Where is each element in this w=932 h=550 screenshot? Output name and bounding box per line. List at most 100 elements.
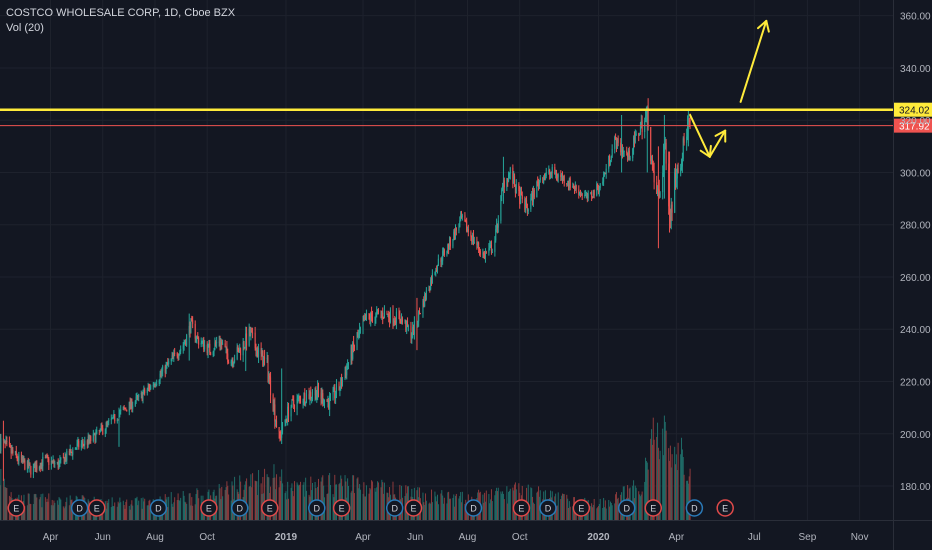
candle-body [669,206,671,217]
candle-body [657,188,659,190]
candle-body [267,357,269,379]
candle-body [419,311,421,314]
volume-bar [36,497,38,520]
volume-bar [64,506,66,520]
volume-bar [234,476,236,520]
candle-body [533,189,535,198]
candle-body [339,389,341,391]
candle-body [405,320,407,331]
candle-body [258,348,260,357]
candle-body [430,279,432,290]
volume-bar [150,506,152,520]
volume-bar [448,498,450,520]
volume-indicator-label[interactable]: Vol (20) [6,22,44,34]
arrow-annotations[interactable] [689,19,770,158]
candle-body [609,155,611,163]
volume-bar [364,496,366,520]
dividend-marker [685,499,704,517]
last-price-tag [894,118,932,133]
candle-body [310,392,312,398]
price-axis[interactable]: 180.00 200.00 220.00 240.00 260.00 280.00 300.… [893,0,932,550]
time-axis[interactable]: Apr Jun Aug Oct 2019 Apr Jun Aug Oct 2020 Apr Jul Se… [0,520,932,544]
volume-bar [532,496,534,520]
candle-body [621,148,623,153]
volume-bar [489,503,491,520]
candle-body [550,172,552,174]
volume-bar [674,446,676,520]
volume-bar [377,481,379,520]
volume-bar [435,496,437,520]
dividend-marker [70,499,89,517]
volume-bar [191,497,193,520]
candle-body [458,227,460,231]
candle-body [201,341,203,343]
arrow-head [765,19,770,33]
earnings-marker [7,499,26,517]
candle-body [15,451,17,456]
volume-bar [453,494,455,520]
candle-body [359,327,361,330]
volume-bar [442,495,444,520]
candle-body [131,399,133,409]
candle-body [617,138,619,143]
candle-body [659,192,661,198]
candle-body [340,378,342,390]
candle-body [2,438,4,441]
candle-body [353,342,355,347]
dividend-marker [308,499,326,517]
candle-body [393,320,395,323]
candle-body [190,318,192,333]
candle-body [622,151,624,154]
candle-body [466,229,468,232]
arrow-head [714,129,727,137]
candle-body [370,312,372,321]
candle-body [671,204,673,213]
volume-bar [252,473,254,520]
candle-body [141,392,143,401]
candle-body [94,433,96,442]
volume-bar [440,493,442,520]
volume-bar [556,506,558,520]
candle-body [436,270,438,272]
volume-bar [3,478,5,520]
volume-bar [562,493,564,520]
candle-body [21,457,23,461]
volume-bar [616,498,618,520]
volume-bar [490,499,492,520]
candle-body [449,238,451,247]
candle-body [453,231,455,241]
volume-bar [328,475,330,520]
volume-bar [405,485,407,520]
volume-bar [424,504,426,520]
volume-bar [560,499,562,520]
volume-bar [273,464,275,520]
candle-body [502,180,504,186]
volume-bar [641,491,643,520]
candle-body [89,436,91,441]
horizontal-lines[interactable]: 324.02 317.92 [0,102,932,133]
volume-bar [668,448,670,520]
volume-bar [248,486,250,520]
volume-bar [502,493,504,520]
candle-body [318,386,320,393]
candle-body [508,173,510,175]
candle-body [581,194,583,196]
volume-bar [172,506,174,520]
candle-body [6,441,8,443]
volume-bar [116,506,118,520]
candle-body [441,261,443,263]
volume-bar [681,449,683,520]
dividend-marker-letter: D [470,504,477,514]
volume-bar [563,494,565,520]
volume-bar [326,494,328,520]
candle-body [579,191,581,195]
candle-body [263,357,265,367]
candle-body [521,195,523,200]
volume-bar [495,490,497,520]
candle-body [65,456,67,461]
volume-bar [38,499,40,520]
symbol-title[interactable]: COSTCO WHOLESALE CORP, 1D, Cboe BZX [6,7,236,19]
volume-bar [512,487,514,520]
